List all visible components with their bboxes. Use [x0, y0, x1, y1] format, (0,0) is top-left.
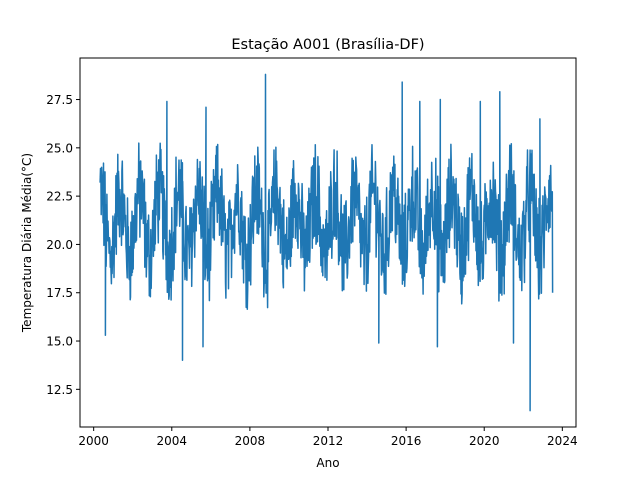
y-tick-label: 17.5 [46, 286, 73, 300]
x-tick-label: 2004 [157, 434, 188, 448]
y-tick-label: 12.5 [46, 383, 73, 397]
x-tick-label: 2012 [313, 434, 344, 448]
plot-area [99, 73, 554, 412]
y-tick-label: 25.0 [46, 141, 73, 155]
x-tick-label: 2016 [391, 434, 422, 448]
y-tick-label: 27.5 [46, 93, 73, 107]
y-tick-label: 15.0 [46, 335, 73, 349]
x-axis: 2000 2004 2008 2012 2016 2020 2024 [78, 427, 578, 448]
series-line [99, 73, 554, 412]
y-tick-label: 20.0 [46, 238, 73, 252]
y-tick-label: 22.5 [46, 190, 73, 204]
x-tick-label: 2008 [235, 434, 266, 448]
chart-title: Estação A001 (Brasília-DF) [231, 37, 424, 53]
x-tick-label: 2024 [547, 434, 578, 448]
y-axis-label: Temperatura Diária Média(°C) [20, 153, 34, 333]
x-tick-label: 2000 [78, 434, 109, 448]
y-axis: 12.5 15.0 17.5 20.0 22.5 25.0 27.5 [46, 93, 80, 397]
x-axis-label: Ano [316, 456, 339, 470]
x-tick-label: 2020 [469, 434, 500, 448]
